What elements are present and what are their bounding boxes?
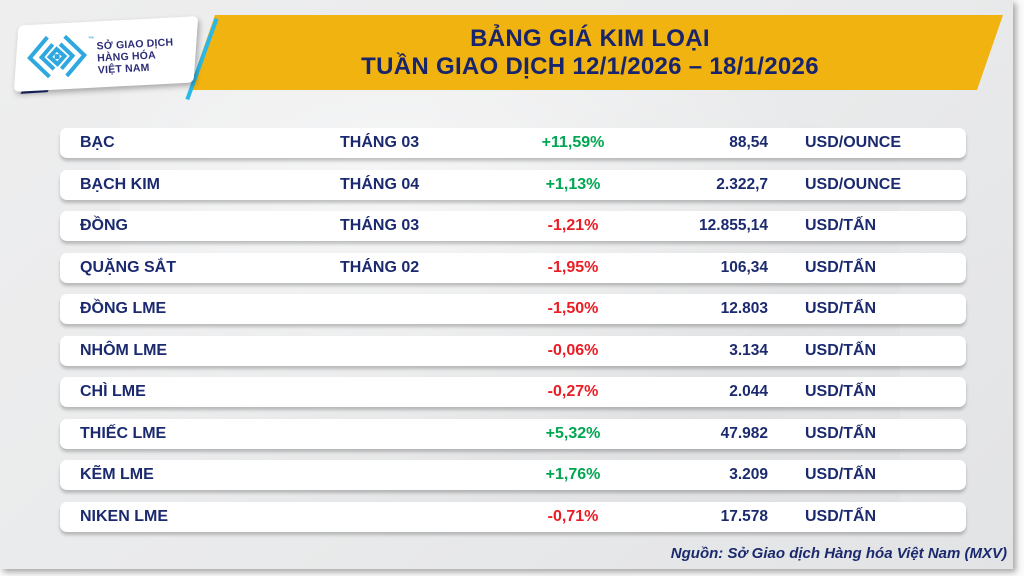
change-percent: -1,21% [547,217,599,234]
contract-month: THÁNG 02 [340,258,420,276]
contract-month: THÁNG 04 [340,175,420,193]
change-percent: -0,06% [547,341,599,359]
source-credit: Nguồn: Sở Giao dịch Hàng hóa Việt Nam (M… [670,545,1007,562]
price-unit: USD/TẤN [805,383,877,400]
table-row: KẼM LME +1,76% 3.209 USD/TẤN [60,460,966,490]
header-banner [189,15,1003,90]
price-value: 2.044 [729,383,768,400]
logo-text: SỞ GIAO DỊCH HÀNG HÓA VIỆT NAM [96,36,174,76]
price-value: 17.578 [720,507,768,525]
commodity-name: ĐỒNG [80,217,128,234]
price-value: 3.209 [729,466,768,483]
price-unit: USD/TẤN [805,217,877,234]
price-unit: USD/TẤN [805,300,877,317]
price-unit: USD/OUNCE [805,175,902,193]
commodity-name: KẼM LME [80,466,154,483]
change-percent: +11,59% [541,134,605,151]
table-row: QUẶNG SẮT THÁNG 02 -1,95% 106,34 USD/TẤN [60,252,966,283]
table-row: ĐỒNG LME -1,50% 12.803 USD/TẤN [60,294,966,324]
table-row: CHÌ LME -0,27% 2.044 USD/TẤN [60,377,966,407]
table-row: NHÔM LME -0,06% 3.134 USD/TẤN [60,335,966,366]
table-row: BẠCH KIM THÁNG 04 +1,13% 2.322,7 USD/OUN… [60,169,966,200]
commodity-name: NHÔM LME [80,341,168,359]
change-percent: +5,32% [545,424,601,442]
price-value: 106,34 [720,258,768,276]
commodity-name: ĐỒNG LME [80,300,167,317]
price-value: 12.855,14 [699,217,768,234]
mxv-logo-icon [27,34,88,79]
commodity-name: THIẾC LME [80,424,167,442]
change-percent: +1,76% [545,466,601,483]
price-value: 47.982 [720,424,768,442]
change-percent: -0,27% [547,383,599,400]
commodity-name: BẠC [80,134,115,151]
contract-month: THÁNG 03 [340,134,420,151]
price-unit: USD/TẤN [805,258,877,276]
price-value: 12.803 [720,300,768,317]
logo-inner: ™ SỞ GIAO DỊCH HÀNG HÓA VIỆT NAM [25,26,175,82]
commodity-name: NIKEN LME [80,507,168,525]
trademark-symbol: ™ [88,36,95,43]
price-unit: USD/TẤN [805,507,877,525]
change-percent: +1,13% [545,175,601,193]
price-unit: USD/TẤN [805,341,877,359]
price-value: 2.322,7 [716,175,768,193]
table-row: THIẾC LME +5,32% 47.982 USD/TẤN [60,418,966,449]
page-background: BẢNG GIÁ KIM LOẠI TUẦN GIAO DỊCH 12/1/20… [0,0,1013,569]
price-unit: USD/TẤN [805,466,877,483]
commodity-name: CHÌ LME [80,383,146,400]
table-row: BẠC THÁNG 03 +11,59% 88,54 USD/OUNCE [60,128,966,158]
page-title-line1: BẢNG GIÁ KIM LOẠI [470,24,710,52]
page-title-line2: TUẦN GIAO DỊCH 12/1/2026 – 18/1/2026 [361,52,819,80]
table-row: NIKEN LME -0,71% 17.578 USD/TẤN [60,501,966,532]
change-percent: -0,71% [547,507,599,525]
commodity-name: BẠCH KIM [80,175,160,193]
page-title: BẢNG GIÁ KIM LOẠI TUẦN GIAO DỊCH 12/1/20… [170,15,1024,90]
change-percent: -1,50% [547,300,599,317]
commodity-name: QUẶNG SẮT [80,258,176,276]
price-unit: USD/OUNCE [805,134,902,151]
logo-card: ™ SỞ GIAO DỊCH HÀNG HÓA VIỆT NAM [13,16,199,92]
contract-month: THÁNG 03 [340,217,420,234]
price-value: 3.134 [729,341,768,359]
logo-text-line3: VIỆT NAM [97,61,150,77]
table-row: ĐỒNG THÁNG 03 -1,21% 12.855,14 USD/TẤN [60,211,966,241]
change-percent: -1,95% [547,258,599,276]
price-unit: USD/TẤN [805,424,877,442]
price-value: 88,54 [729,134,768,151]
